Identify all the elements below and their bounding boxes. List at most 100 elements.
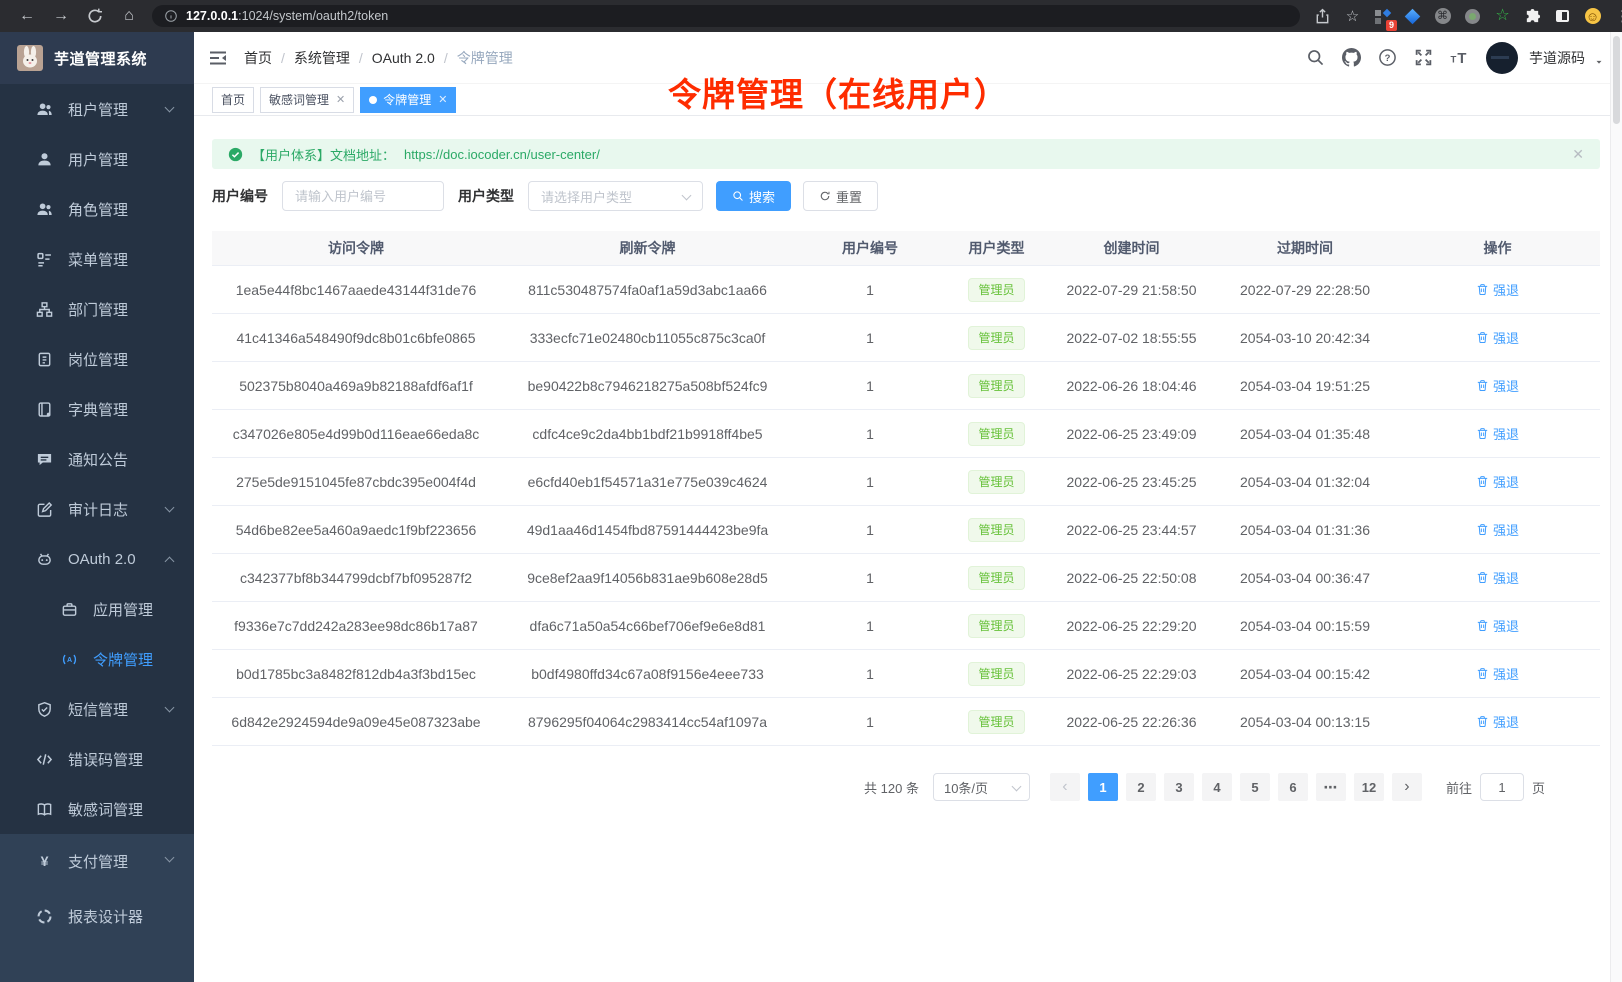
force-logout-button[interactable]: 强退: [1476, 520, 1519, 539]
force-logout-button[interactable]: 强退: [1476, 328, 1519, 347]
goto-page-input[interactable]: [1479, 773, 1524, 801]
breadcrumb-item[interactable]: OAuth 2.0: [371, 49, 435, 66]
gem-extension-icon[interactable]: [1404, 8, 1421, 25]
sidebar-item-label: 岗位管理: [68, 351, 129, 369]
notice-icon: [36, 451, 53, 468]
search-icon[interactable]: [1306, 48, 1325, 67]
collapse-sidebar-icon[interactable]: [208, 48, 228, 68]
sidebar-item-应用管理[interactable]: 应用管理: [0, 584, 194, 634]
tab-敏感词管理[interactable]: 敏感词管理 ✕: [260, 86, 355, 113]
page-scrollbar[interactable]: [1610, 32, 1622, 982]
side-panel-icon[interactable]: [1554, 8, 1571, 25]
force-logout-button[interactable]: 强退: [1476, 280, 1519, 299]
sidebar-item-报表设计器[interactable]: 报表设计器: [0, 889, 194, 944]
avatar[interactable]: [1486, 41, 1518, 74]
close-icon[interactable]: ✕: [438, 94, 448, 106]
close-icon[interactable]: ✕: [336, 94, 346, 106]
page-button-12[interactable]: 12: [1353, 773, 1384, 801]
force-logout-button[interactable]: 强退: [1476, 472, 1519, 491]
token-signal-icon: A: [61, 651, 78, 668]
force-logout-label: 强退: [1492, 427, 1519, 442]
cell-expires: 2054-03-04 01:32:04: [1240, 473, 1370, 490]
cell: f9336e7c7dd242a283ee98dc86b17a87: [234, 617, 478, 634]
cell-action: 强退: [1395, 280, 1600, 299]
force-logout-label: 强退: [1492, 667, 1519, 682]
home-icon[interactable]: ⌂: [124, 7, 134, 24]
force-logout-button[interactable]: 强退: [1476, 424, 1519, 443]
force-logout-button[interactable]: 强退: [1476, 712, 1519, 731]
share-icon[interactable]: [1314, 8, 1331, 25]
sidebar-item-令牌管理[interactable]: A 令牌管理: [0, 634, 194, 684]
page-button-6[interactable]: 6: [1277, 773, 1308, 801]
cell: cdfc4ce9c2da4bb1bdf21b9918ff4be5: [532, 425, 763, 442]
forward-icon[interactable]: →: [53, 7, 69, 24]
sidebar-item-支付管理[interactable]: ¥ 支付管理: [0, 834, 194, 889]
page-button-5[interactable]: 5: [1239, 773, 1270, 801]
fullscreen-icon[interactable]: [1414, 48, 1433, 67]
command-extension-icon[interactable]: ⌘: [1434, 8, 1451, 25]
sidebar-item-菜单管理[interactable]: 菜单管理: [0, 234, 194, 284]
cell-action: 强退: [1395, 328, 1600, 347]
star-extension-icon[interactable]: ☆: [1495, 7, 1510, 24]
github-icon[interactable]: [1342, 48, 1361, 67]
sidebar-item-角色管理[interactable]: 角色管理: [0, 184, 194, 234]
tags-view-bar: 首页 敏感词管理 ✕ 令牌管理 ✕: [194, 84, 1622, 116]
page-button-2[interactable]: 2: [1125, 773, 1156, 801]
breadcrumb-item[interactable]: 首页: [244, 49, 272, 66]
chevron-down-icon: [164, 702, 175, 713]
sidebar-item-错误码管理[interactable]: 错误码管理: [0, 734, 194, 784]
column-header: 创建时间: [1103, 240, 1160, 256]
sidebar-item-用户管理[interactable]: 用户管理: [0, 134, 194, 184]
alert-doc-link[interactable]: https://doc.iocoder.cn/user-center/: [404, 146, 600, 162]
bookmark-star-icon[interactable]: ☆: [1345, 7, 1360, 25]
user-type-select[interactable]: 请选择用户类型: [528, 181, 703, 211]
sidebar-item-OAuth 2.0[interactable]: OAuth 2.0: [0, 534, 194, 584]
recorder-extension-icon[interactable]: [1464, 8, 1481, 25]
sidebar-item-敏感词管理[interactable]: 敏感词管理: [0, 784, 194, 834]
page-button-4[interactable]: 4: [1201, 773, 1232, 801]
force-logout-button[interactable]: 强退: [1476, 568, 1519, 587]
puzzle-extensions-icon[interactable]: [1524, 8, 1541, 25]
scrollbar-thumb[interactable]: [1613, 36, 1620, 124]
tenant-users-icon: [36, 101, 53, 118]
page-size-value: 10条/页: [943, 780, 989, 796]
page-button-1[interactable]: 1: [1087, 773, 1118, 801]
sidebar-item-通知公告[interactable]: 通知公告: [0, 434, 194, 484]
sidebar-item-租户管理[interactable]: 租户管理: [0, 84, 194, 134]
audit-log-icon: [36, 501, 53, 518]
post-badge-icon: [36, 351, 53, 368]
kebab-menu-icon[interactable]: ⋮: [1614, 8, 1622, 25]
address-bar[interactable]: 127.0.0.1:1024/system/oauth2/token: [152, 5, 1300, 27]
tab-令牌管理[interactable]: 令牌管理 ✕: [360, 86, 457, 113]
user-name[interactable]: 芋道源码: [1529, 49, 1585, 66]
sidebar-item-岗位管理[interactable]: 岗位管理: [0, 334, 194, 384]
prev-page-button[interactable]: ‹: [1049, 773, 1080, 801]
svg-text:T: T: [1451, 54, 1457, 65]
breadcrumb-item[interactable]: 系统管理: [293, 49, 350, 66]
search-button[interactable]: 搜索: [716, 181, 792, 211]
alert-close-icon[interactable]: ✕: [1572, 145, 1584, 162]
extensions-grid-icon[interactable]: 9: [1374, 8, 1397, 31]
caret-down-icon[interactable]: [1594, 57, 1604, 67]
page-size-select[interactable]: 10条/页: [932, 773, 1030, 801]
sidebar-item-部门管理[interactable]: 部门管理: [0, 284, 194, 334]
back-icon[interactable]: ←: [19, 7, 35, 24]
help-icon[interactable]: ?: [1378, 48, 1397, 67]
sidebar-item-短信管理[interactable]: 短信管理: [0, 684, 194, 734]
user-id-input[interactable]: [282, 181, 444, 211]
tab-首页[interactable]: 首页: [212, 86, 255, 113]
force-logout-button[interactable]: 强退: [1476, 664, 1519, 683]
smiley-profile-icon[interactable]: ☺: [1584, 8, 1601, 24]
sidebar-item-审计日志[interactable]: 审计日志: [0, 484, 194, 534]
cell-created: 2022-06-25 22:29:03: [1066, 665, 1197, 682]
reload-icon[interactable]: [86, 7, 104, 25]
force-logout-button[interactable]: 强退: [1476, 376, 1519, 395]
reset-button[interactable]: 重置: [803, 181, 879, 211]
next-page-button[interactable]: ›: [1391, 773, 1422, 801]
user-type-tag: 管理员: [968, 421, 1025, 446]
app-logo[interactable]: 芋道管理系统: [0, 32, 194, 84]
page-button-3[interactable]: 3: [1163, 773, 1194, 801]
force-logout-button[interactable]: 强退: [1476, 616, 1519, 635]
sidebar-item-字典管理[interactable]: 字典管理: [0, 384, 194, 434]
